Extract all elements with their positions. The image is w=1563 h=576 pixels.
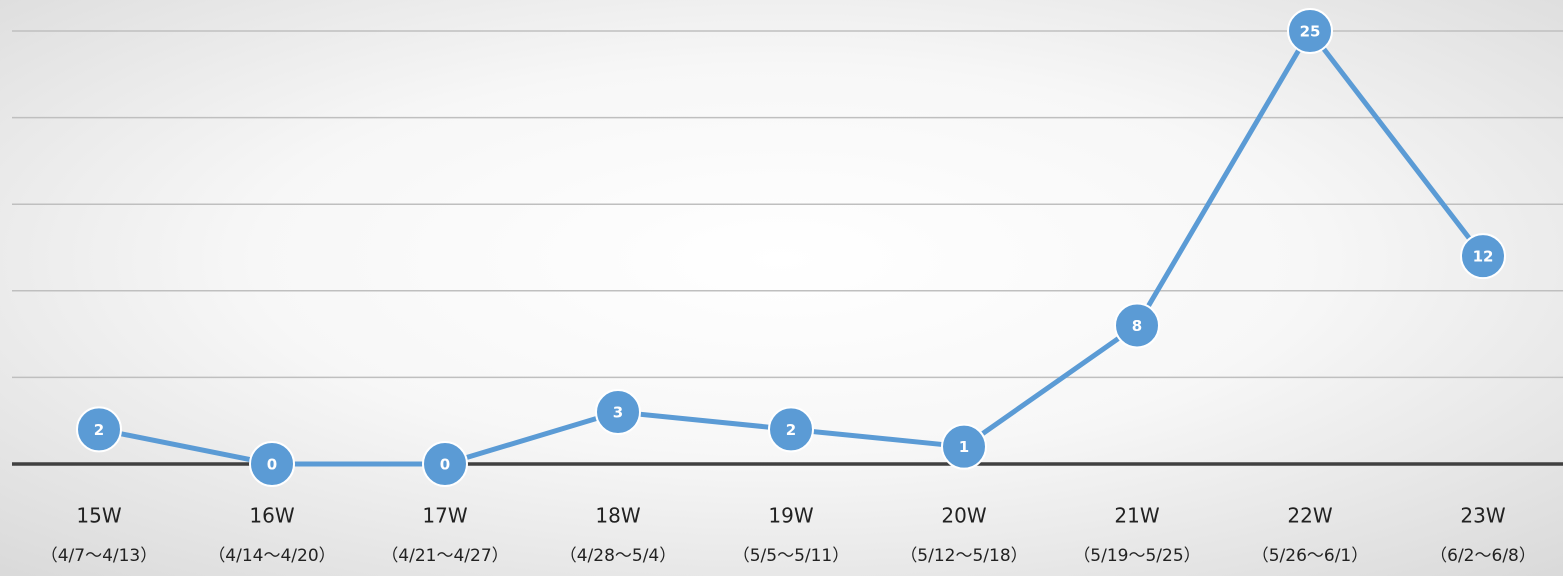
- x-tick-label: 17W: [422, 504, 467, 528]
- x-tick-label: 20W: [941, 504, 986, 528]
- x-tick-label: 15W: [76, 504, 121, 528]
- x-tick-label: 22W: [1287, 504, 1332, 528]
- data-label: 2: [786, 421, 796, 439]
- x-tick-sublabel: （5/5～5/11）: [733, 546, 850, 566]
- data-label: 0: [267, 456, 277, 474]
- x-tick-sublabel: （5/26～6/1）: [1252, 546, 1369, 566]
- x-tick-sublabel: （4/7～4/13）: [41, 546, 158, 566]
- x-tick-sublabel: （4/28～5/4）: [560, 546, 677, 566]
- point-marker: [76, 406, 122, 453]
- x-tick-sublabel: （4/21～4/27）: [381, 546, 508, 566]
- x-tick-sublabel: （6/2～6/8）: [1430, 546, 1536, 566]
- x-tick-label: 16W: [249, 504, 294, 528]
- data-label: 12: [1473, 248, 1494, 266]
- point-marker: [595, 389, 641, 436]
- x-tick-label: 21W: [1114, 504, 1159, 528]
- point-marker: [249, 441, 295, 487]
- x-tick-sublabel: （5/19～5/25）: [1073, 546, 1200, 566]
- x-tick-label: 19W: [768, 504, 813, 528]
- data-label: 0: [440, 456, 450, 474]
- point-marker: [1460, 233, 1506, 280]
- point-marker: [422, 441, 468, 487]
- x-tick-sublabel: （5/12～5/18）: [900, 546, 1027, 566]
- data-label: 2: [94, 421, 104, 439]
- point-marker: [941, 423, 987, 470]
- data-label: 25: [1300, 23, 1321, 41]
- data-label: 8: [1132, 317, 1142, 335]
- x-tick-sublabel: （4/14～4/20）: [208, 546, 335, 566]
- point-marker: [1287, 8, 1333, 54]
- data-label: 1: [959, 438, 969, 456]
- point-marker: [1114, 302, 1160, 349]
- x-tick-label: 23W: [1460, 504, 1505, 528]
- point-marker: [768, 406, 814, 453]
- data-label: 3: [613, 404, 623, 422]
- x-tick-label: 18W: [595, 504, 640, 528]
